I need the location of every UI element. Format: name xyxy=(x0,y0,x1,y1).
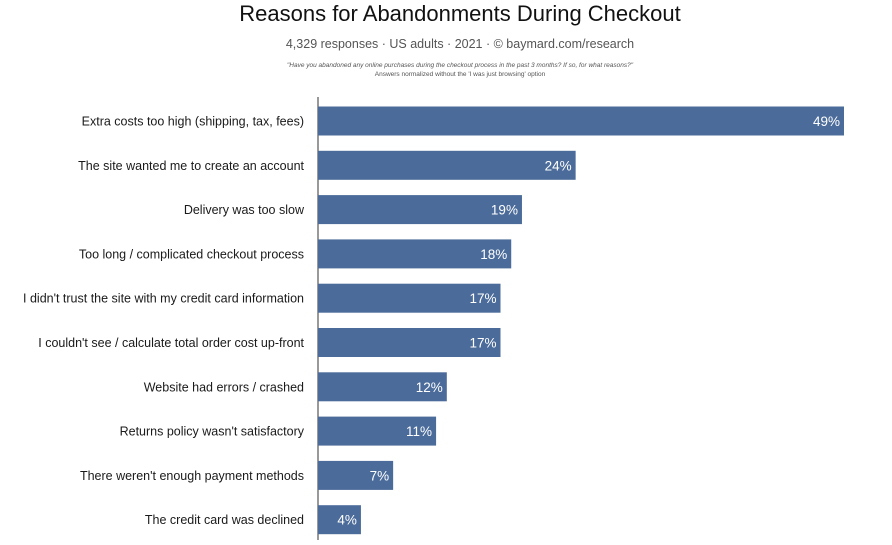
bar xyxy=(318,106,844,136)
bar xyxy=(318,460,394,490)
value-label: 7% xyxy=(370,468,390,483)
value-label: 24% xyxy=(545,158,572,173)
value-label: 11% xyxy=(406,424,432,439)
bar xyxy=(318,283,501,313)
value-label: 49% xyxy=(813,114,840,129)
bar xyxy=(318,416,437,446)
value-label: 17% xyxy=(469,291,496,306)
category-label: Too long / complicated checkout process xyxy=(79,247,304,261)
bar xyxy=(318,239,512,269)
chart-subtitle: 4,329 responses · US adults · 2021 · © b… xyxy=(285,37,635,51)
value-label: 17% xyxy=(469,336,496,351)
bars-layer: Extra costs too high (shipping, tax, fee… xyxy=(23,106,844,535)
survey-question: "Have you abandoned any online purchases… xyxy=(286,62,634,69)
value-label: 4% xyxy=(337,513,357,528)
bar xyxy=(318,150,576,180)
category-label: The credit card was declined xyxy=(145,513,304,527)
category-label: I couldn't see / calculate total order c… xyxy=(38,336,304,350)
bar xyxy=(318,328,501,357)
category-label: Delivery was too slow xyxy=(184,203,305,217)
value-label: 18% xyxy=(480,247,507,262)
value-label: 19% xyxy=(491,203,518,218)
category-label: Website had errors / crashed xyxy=(144,380,304,394)
category-label: The site wanted me to create an account xyxy=(78,159,304,173)
bar xyxy=(318,372,447,402)
chart-title: Reasons for Abandonments During Checkout xyxy=(239,1,681,26)
value-label: 12% xyxy=(416,380,443,395)
bar xyxy=(318,505,361,535)
normalization-note: Answers normalized without the 'I was ju… xyxy=(374,71,546,78)
category-label: Returns policy wasn't satisfactory xyxy=(120,425,305,439)
bar xyxy=(318,195,522,225)
category-label: Extra costs too high (shipping, tax, fee… xyxy=(82,115,304,129)
category-label: There weren't enough payment methods xyxy=(80,469,304,483)
category-label: I didn't trust the site with my credit c… xyxy=(23,292,304,306)
